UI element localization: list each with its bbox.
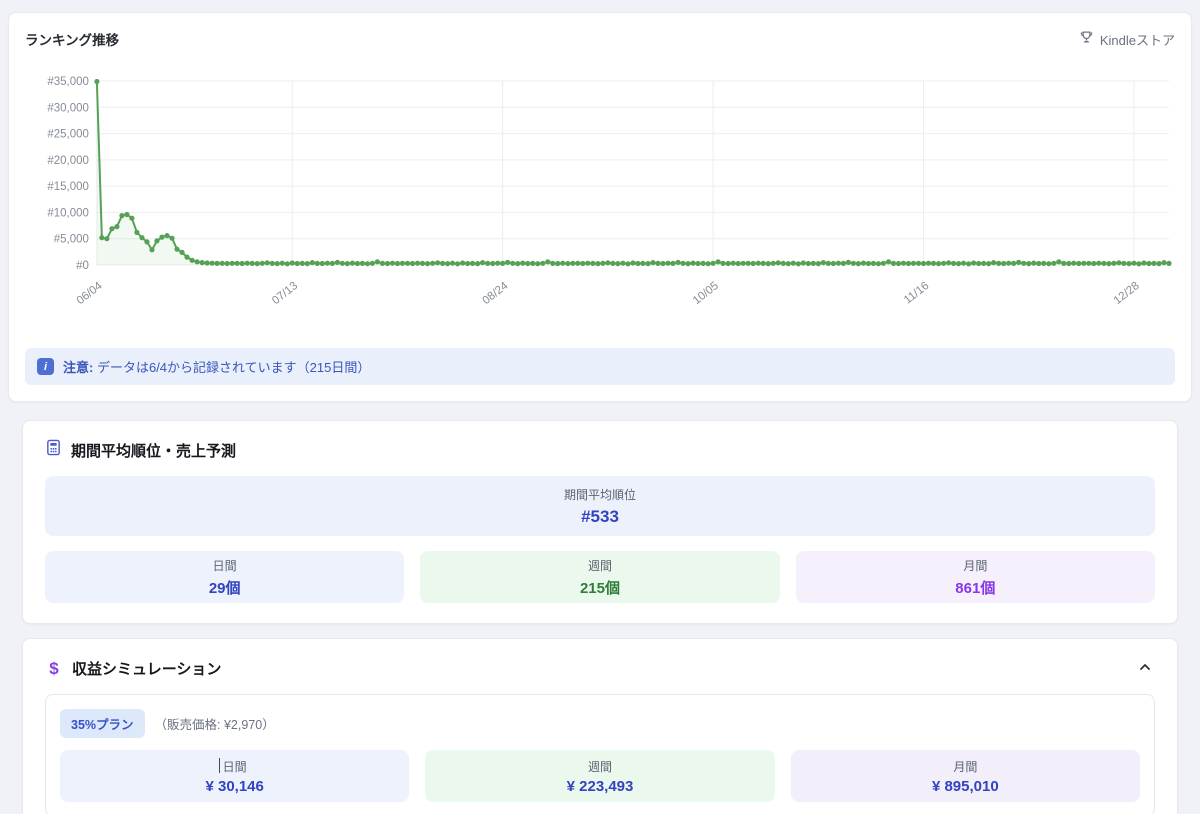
note-text: 注意: データは6/4から記録されています（215日間） [63, 357, 370, 376]
monthly-revenue-box: 月間 ¥ 895,010 [790, 750, 1140, 802]
svg-text:#5,000: #5,000 [54, 234, 89, 246]
daily-sales-value: 29個 [208, 579, 241, 597]
svg-text:#30,000: #30,000 [47, 102, 88, 114]
info-icon: i [37, 358, 54, 375]
collapse-section-button[interactable] [1135, 657, 1155, 680]
plan-panel: 35%プラン （販売価格: ¥2,970） 日間 ¥ 30,146 週間 ¥ 2… [45, 694, 1155, 814]
note-label: 注意: [63, 360, 94, 375]
monthly-revenue-value: ¥ 895,010 [931, 777, 999, 795]
weekly-sales-label: 週間 [587, 558, 612, 573]
svg-text:#20,000: #20,000 [47, 155, 88, 167]
weekly-revenue-value: ¥ 223,493 [566, 777, 634, 795]
calculator-icon [45, 439, 62, 461]
chart-plot-area[interactable]: #0 #5,000 #10,000 #15,000 #20,000 #25,000 #30,… [25, 69, 1175, 324]
chevron-up-icon [1137, 663, 1153, 678]
svg-text:#25,000: #25,000 [47, 129, 88, 141]
sale-price-note: （販売価格: ¥2,970） [154, 718, 275, 732]
weekly-sales-value: 215個 [579, 579, 620, 597]
note-body: データは6/4から記録されています（215日間） [96, 360, 371, 375]
monthly-sales-value: 861個 [955, 579, 996, 597]
text-cursor [218, 758, 221, 773]
royalty-plan-badge[interactable]: 35%プラン [60, 709, 145, 738]
weekly-sales-box: 週間 215個 [420, 551, 780, 603]
kindle-store-label: Kindleストア [1099, 32, 1175, 48]
monthly-sales-label: 月間 [963, 558, 988, 573]
svg-text:12/28: 12/28 [1112, 280, 1142, 307]
chart-title: ランキング推移 [25, 33, 120, 48]
plan-badge-row: 35%プラン （販売価格: ¥2,970） [60, 709, 1140, 738]
dollar-icon: $ [49, 658, 59, 678]
revenue-card: $ 収益シミュレーション 35%プラン （販売価格: ¥2,970） 日間 ¥ … [22, 638, 1178, 814]
svg-text:07/13: 07/13 [270, 280, 300, 307]
revenue-stats-row: 日間 ¥ 30,146 週間 ¥ 223,493 月間 ¥ 895,010 [60, 750, 1140, 802]
sales-forecast-row: 日間 29個 週間 215個 月間 861個 [45, 551, 1155, 603]
weekly-revenue-box: 週間 ¥ 223,493 [425, 750, 775, 802]
data-note-banner: i 注意: データは6/4から記録されています（215日間） [25, 348, 1175, 385]
monthly-revenue-label: 月間 [953, 759, 978, 774]
summary-card: 期間平均順位・売上予測 期間平均順位 #533 日間 29個 週間 215個 月… [22, 420, 1178, 624]
daily-revenue-value: ¥ 30,146 [205, 777, 264, 795]
revenue-header: $ 収益シミュレーション [45, 657, 1155, 680]
trophy-icon [1079, 30, 1094, 48]
average-rank-label: 期間平均順位 [563, 487, 636, 502]
svg-text:08/24: 08/24 [481, 280, 511, 308]
svg-text:06/04: 06/04 [75, 280, 105, 308]
summary-header: 期間平均順位・売上予測 [45, 439, 1155, 461]
daily-revenue-label: 日間 [222, 759, 247, 774]
kindle-store-link[interactable]: Kindleストア [1079, 30, 1175, 49]
ranking-chart-card: ランキング推移 Kindleストア #0 #5,000 #10,000 #15,000… [8, 12, 1192, 402]
average-rank-value: #533 [581, 506, 619, 526]
svg-text:#0: #0 [76, 260, 89, 272]
monthly-sales-box: 月間 861個 [795, 551, 1155, 603]
daily-sales-box: 日間 29個 [45, 551, 405, 603]
summary-title: 期間平均順位・売上予測 [71, 442, 237, 460]
svg-text:#35,000: #35,000 [47, 76, 88, 88]
ranking-line-chart[interactable]: #0 #5,000 #10,000 #15,000 #20,000 #25,000 #30,… [25, 69, 1175, 324]
daily-sales-label: 日間 [212, 558, 237, 573]
svg-text:#15,000: #15,000 [47, 181, 88, 193]
revenue-title: 収益シミュレーション [72, 661, 222, 678]
daily-revenue-box: 日間 ¥ 30,146 [60, 750, 410, 802]
chart-header: ランキング推移 Kindleストア [25, 29, 1175, 49]
svg-text:11/16: 11/16 [902, 280, 931, 307]
svg-text:10/05: 10/05 [691, 280, 721, 307]
weekly-revenue-label: 週間 [587, 759, 612, 774]
svg-text:#10,000: #10,000 [47, 207, 88, 219]
average-rank-box: 期間平均順位 #533 [45, 476, 1155, 536]
